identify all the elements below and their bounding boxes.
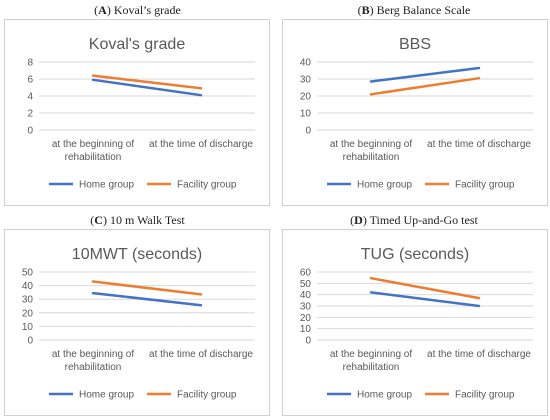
chart-title: TUG (seconds): [361, 246, 469, 263]
y-tick-label: 10: [300, 324, 312, 335]
series-line: [369, 76, 481, 96]
panel-letter: C: [94, 213, 103, 227]
x-tick-label: at the beginning of: [52, 349, 135, 360]
chart-frame: BBS 0 10 20 30 40 at the beginning of rehabilit…: [282, 19, 548, 206]
y-tick-label: 0: [27, 126, 33, 137]
y-tick-label: 2: [27, 109, 33, 120]
y-tick-label: 40: [300, 58, 312, 69]
y-tick-label: 10: [300, 109, 312, 120]
chart-bbs: BBS 0 10 20 30 40 at the beginning of rehabilit…: [300, 36, 533, 191]
y-tick-label: 4: [27, 92, 33, 103]
series-line: [91, 74, 203, 90]
x-tick-label: at the time of discharge: [149, 139, 253, 150]
series-line: [91, 78, 203, 97]
chart-title: BBS: [399, 36, 431, 53]
panel-caption-text: Koval’s grade: [113, 3, 181, 17]
y-tick-label: 6: [27, 75, 33, 86]
chart-frame: Koval's grade 0 2 4 6 8 at the beginning of reh…: [4, 19, 270, 206]
chart-frame: TUG (seconds) 0 10 20 30 40 50 60 at the beginni…: [282, 229, 548, 416]
y-tick-label: 50: [300, 279, 312, 290]
chart-10mwt: 10MWT (seconds) 0 10 20 30 40 50 at the beginni…: [22, 246, 255, 401]
series-line: [91, 280, 203, 296]
chart-title: 10MWT (seconds): [72, 246, 202, 263]
series-line: [369, 291, 481, 308]
y-tick-label: 30: [300, 75, 312, 86]
series-line: [369, 276, 481, 300]
x-tick-label: at the time of discharge: [427, 139, 531, 150]
panel-letter: B: [361, 3, 370, 17]
x-tick-label: at the beginning of: [330, 349, 413, 360]
y-tick-label: 60: [300, 268, 312, 279]
legend-label: Facility group: [455, 390, 515, 401]
panel-letter: D: [354, 213, 363, 227]
legend-label: Home group: [79, 390, 134, 401]
legend-label: Home group: [79, 180, 134, 191]
legend-label: Facility group: [177, 390, 237, 401]
x-tick-label: at the time of discharge: [149, 349, 253, 360]
y-tick-label: 0: [305, 336, 311, 347]
x-tick-label: at the time of discharge: [427, 349, 531, 360]
y-tick-label: 40: [22, 281, 34, 292]
y-tick-label: 20: [300, 313, 312, 324]
chart-title: Koval's grade: [89, 36, 186, 53]
y-tick-label: 30: [300, 302, 312, 313]
y-tick-label: 0: [305, 126, 311, 137]
panel-a: (A) Koval’s grade Koval's grade 0 2 4 6 8 at t…: [0, 0, 275, 210]
panel-c: (C) 10 m Walk Test 10MWT (seconds) 0 10 20 3…: [0, 210, 275, 420]
legend-label: Facility group: [177, 180, 237, 191]
y-tick-label: 0: [27, 336, 33, 347]
panel-caption-text: Berg Balance Scale: [376, 3, 471, 17]
y-tick-label: 20: [22, 308, 34, 319]
legend-label: Facility group: [455, 180, 515, 191]
legend-label: Home group: [357, 180, 412, 191]
panel-letter: A: [98, 3, 107, 17]
y-tick-label: 40: [300, 290, 312, 301]
series-line: [369, 66, 481, 83]
x-tick-label: rehabilitation: [343, 152, 400, 163]
y-tick-label: 30: [22, 295, 34, 306]
panel-caption: (C) 10 m Walk Test: [90, 213, 185, 227]
y-tick-label: 20: [300, 92, 312, 103]
panel-caption-text: 10 m Walk Test: [109, 213, 185, 227]
panel-caption: (D) Timed Up-and-Go test: [350, 213, 478, 227]
x-tick-label: rehabilitation: [343, 362, 400, 373]
panel-caption-text: Timed Up-and-Go test: [369, 213, 478, 227]
x-tick-label: at the beginning of: [52, 139, 135, 150]
chart-koval: Koval's grade 0 2 4 6 8 at the beginning of reh…: [27, 36, 255, 191]
panel-b: (B) Berg Balance Scale BBS 0 10 20 30 40 at th…: [278, 0, 550, 210]
panel-caption: (A) Koval’s grade: [94, 3, 181, 17]
x-tick-label: rehabilitation: [65, 152, 122, 163]
panel-caption: (B) Berg Balance Scale: [357, 3, 471, 17]
panel-d: (D) Timed Up-and-Go test TUG (seconds) 0 1…: [278, 210, 550, 420]
chart-frame: 10MWT (seconds) 0 10 20 30 40 50 at the beginni…: [4, 229, 270, 416]
x-tick-label: at the beginning of: [330, 139, 413, 150]
y-tick-label: 8: [27, 58, 33, 69]
series-line: [91, 291, 203, 307]
x-tick-label: rehabilitation: [65, 362, 122, 373]
y-tick-label: 10: [22, 322, 34, 333]
legend-label: Home group: [357, 390, 412, 401]
y-tick-label: 50: [22, 268, 34, 279]
